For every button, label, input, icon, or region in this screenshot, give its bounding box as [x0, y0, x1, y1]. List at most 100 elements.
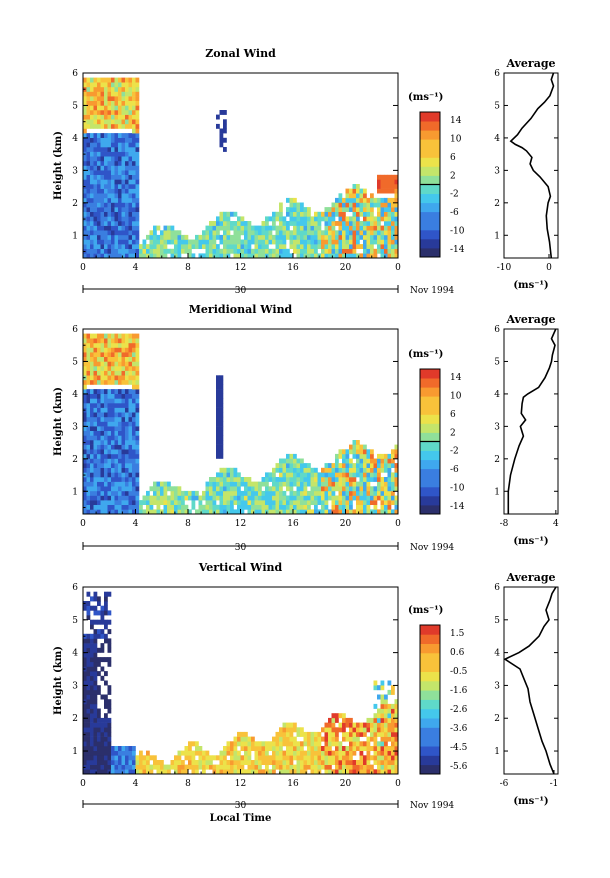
field-cell	[111, 412, 115, 418]
field-cell	[289, 234, 294, 240]
field-cell	[300, 253, 304, 259]
field-cell	[111, 197, 115, 203]
field-cell	[107, 486, 112, 492]
field-cell	[370, 202, 374, 208]
field-cell	[212, 755, 217, 761]
field-cell	[314, 731, 318, 737]
field-cell	[359, 449, 364, 455]
field-cell	[314, 253, 318, 259]
field-cell	[97, 426, 101, 431]
field-cell	[363, 239, 367, 245]
field-cell	[139, 244, 143, 249]
field-cell	[321, 727, 325, 733]
field-cell	[86, 248, 91, 254]
field-cell	[394, 504, 399, 510]
field-cell	[338, 230, 343, 236]
field-cell	[391, 477, 395, 482]
field-cell	[153, 225, 157, 231]
field-cell	[373, 221, 378, 226]
colorbar-swatch	[420, 736, 440, 747]
field-cell	[111, 746, 115, 751]
field-cell	[97, 685, 101, 691]
field-cell	[93, 764, 98, 770]
field-cell	[97, 449, 101, 455]
field-cell	[345, 202, 350, 208]
field-cell	[216, 379, 220, 385]
field-cell	[132, 407, 136, 413]
field-cell	[342, 197, 346, 203]
field-cell	[377, 490, 381, 496]
field-cell	[104, 764, 108, 770]
field-cell	[377, 216, 381, 222]
field-cell	[90, 170, 94, 175]
field-cell	[135, 165, 140, 171]
field-cell	[107, 657, 112, 663]
field-cell	[226, 769, 231, 775]
field-cell	[331, 463, 336, 468]
field-cell	[387, 680, 392, 686]
field-cell	[121, 490, 126, 496]
field-cell	[195, 495, 199, 501]
field-cell	[90, 504, 94, 510]
field-cell	[93, 156, 98, 162]
field-cell	[97, 100, 101, 106]
field-cell	[114, 481, 119, 487]
field-cell	[128, 253, 133, 259]
field-cell	[352, 207, 357, 212]
field-cell	[128, 234, 133, 240]
field-cell	[93, 440, 98, 445]
field-cell	[118, 86, 122, 92]
field-cell	[251, 741, 255, 747]
field-cell	[93, 731, 98, 737]
field-cell	[132, 352, 136, 357]
field-cell	[188, 248, 192, 254]
field-cell	[118, 750, 122, 756]
field-cell	[366, 760, 371, 765]
field-cell	[237, 481, 241, 487]
field-cell	[370, 244, 374, 249]
field-cell	[86, 680, 91, 686]
field-cell	[107, 741, 112, 747]
field-cell	[310, 500, 315, 505]
field-cell	[387, 253, 392, 259]
field-cell	[384, 490, 388, 496]
field-cell	[314, 230, 318, 236]
field-cell	[342, 764, 346, 770]
field-cell	[321, 509, 325, 515]
field-cell	[125, 91, 129, 97]
field-cell	[90, 142, 94, 148]
field-cell	[391, 197, 395, 203]
field-cell	[328, 216, 332, 222]
field-cell	[104, 133, 108, 138]
field-cell	[86, 244, 91, 249]
colorbar-tick-label: 1.5	[450, 629, 465, 639]
field-cell	[247, 769, 252, 775]
field-cell	[338, 722, 343, 728]
field-cell	[282, 760, 287, 765]
field-cell	[349, 472, 353, 478]
field-cell	[100, 207, 105, 212]
field-cell	[100, 629, 105, 635]
field-cell	[356, 184, 360, 189]
field-cell	[100, 352, 105, 357]
field-cell	[209, 239, 213, 245]
field-cell	[111, 244, 115, 249]
field-cell	[240, 248, 245, 254]
field-cell	[275, 216, 280, 222]
field-cell	[97, 342, 101, 348]
field-cell	[352, 490, 357, 496]
date-tick-label: 30	[235, 286, 247, 296]
field-cell	[104, 239, 108, 245]
date-tick-label: 30	[235, 801, 247, 811]
field-cell	[359, 207, 364, 212]
field-cell	[233, 750, 238, 756]
field-cell	[328, 509, 332, 515]
field-cell	[247, 239, 252, 245]
field-cell	[366, 467, 371, 473]
field-cell	[121, 147, 126, 152]
field-cell	[188, 490, 192, 496]
field-cell	[387, 755, 392, 761]
field-cell	[254, 746, 259, 751]
field-cell	[121, 495, 126, 501]
field-cell	[97, 481, 101, 487]
